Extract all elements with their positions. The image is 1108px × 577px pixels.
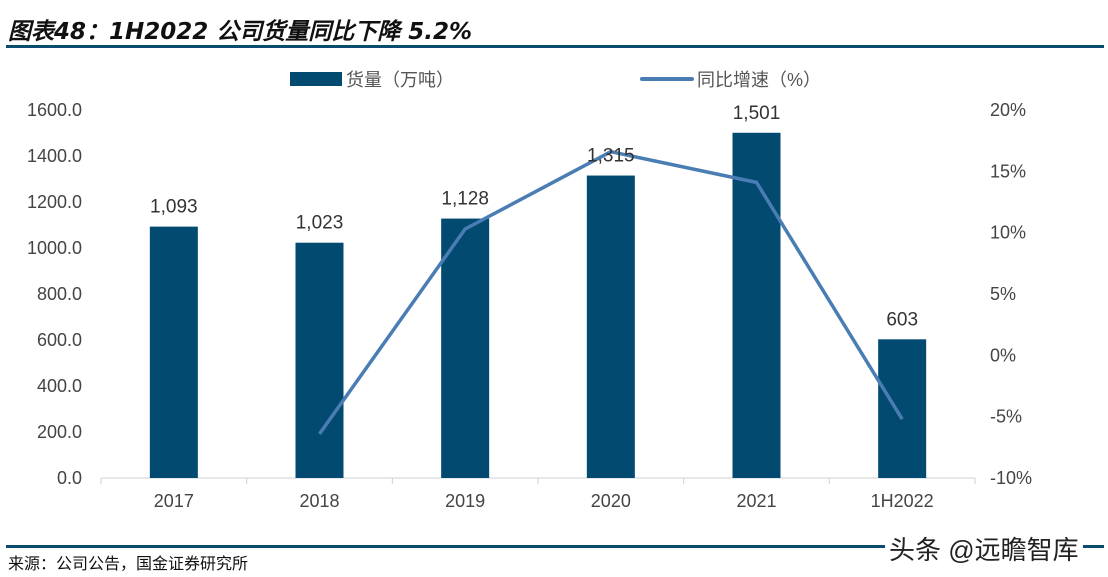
bar-data-label: 1,023 — [296, 213, 344, 234]
x-tick-label: 2021 — [736, 491, 776, 511]
bar-2020 — [586, 175, 635, 479]
x-tick-label: 2020 — [591, 491, 631, 511]
bar-1H2022 — [878, 339, 927, 478]
right-tick-label: 10% — [990, 223, 1026, 243]
chart: 0.0 200.0 400.0 600.0 800.0 1000.0 1200.0 1400.… — [27, 70, 1032, 511]
left-tick-label: 1600.0 — [27, 100, 82, 120]
footer-rule — [6, 545, 1104, 548]
bar-2019 — [441, 218, 490, 478]
chart-title: 图表48：1H2022 公司货量同比下降 5.2% — [8, 19, 473, 45]
right-tick-label: -10% — [990, 468, 1032, 488]
left-tick-label: 200.0 — [37, 422, 82, 442]
title-rule — [6, 45, 1104, 48]
x-tick-label: 2019 — [445, 491, 485, 511]
source-note: 来源：公司公告，国金证券研究所 — [8, 554, 249, 573]
right-tick-label: -5% — [990, 407, 1022, 427]
x-tick-label: 2018 — [299, 491, 339, 511]
x-tick-label: 1H2022 — [871, 491, 934, 511]
bar-2018 — [295, 242, 344, 478]
left-tick-label: 1200.0 — [27, 192, 82, 212]
left-tick-label: 600.0 — [37, 330, 82, 350]
bar-2021 — [732, 132, 781, 478]
right-tick-label: 0% — [990, 345, 1016, 365]
left-tick-label: 800.0 — [37, 284, 82, 304]
right-tick-label: 20% — [990, 100, 1026, 120]
legend-bar-swatch — [290, 72, 342, 86]
right-tick-label: 15% — [990, 161, 1026, 181]
legend-line-label: 同比增速（%） — [697, 70, 821, 90]
left-tick-label: 1400.0 — [27, 146, 82, 166]
bar-data-label: 1,128 — [441, 189, 489, 210]
legend-bar-label: 货量（万吨） — [346, 70, 454, 90]
right-tick-label: 5% — [990, 284, 1016, 304]
x-tick-label: 2017 — [154, 491, 194, 511]
bar-data-label: 1,315 — [587, 146, 635, 167]
bar-data-label: 603 — [886, 309, 918, 330]
left-tick-label: 400.0 — [37, 376, 82, 396]
watermark: 头条 @远瞻智库 — [885, 530, 1083, 567]
bar-data-label: 1,093 — [150, 197, 198, 218]
bar-2017 — [149, 226, 198, 478]
left-tick-label: 1000.0 — [27, 238, 82, 258]
bar-data-label: 1,501 — [733, 103, 781, 124]
left-tick-label: 0.0 — [57, 468, 82, 488]
